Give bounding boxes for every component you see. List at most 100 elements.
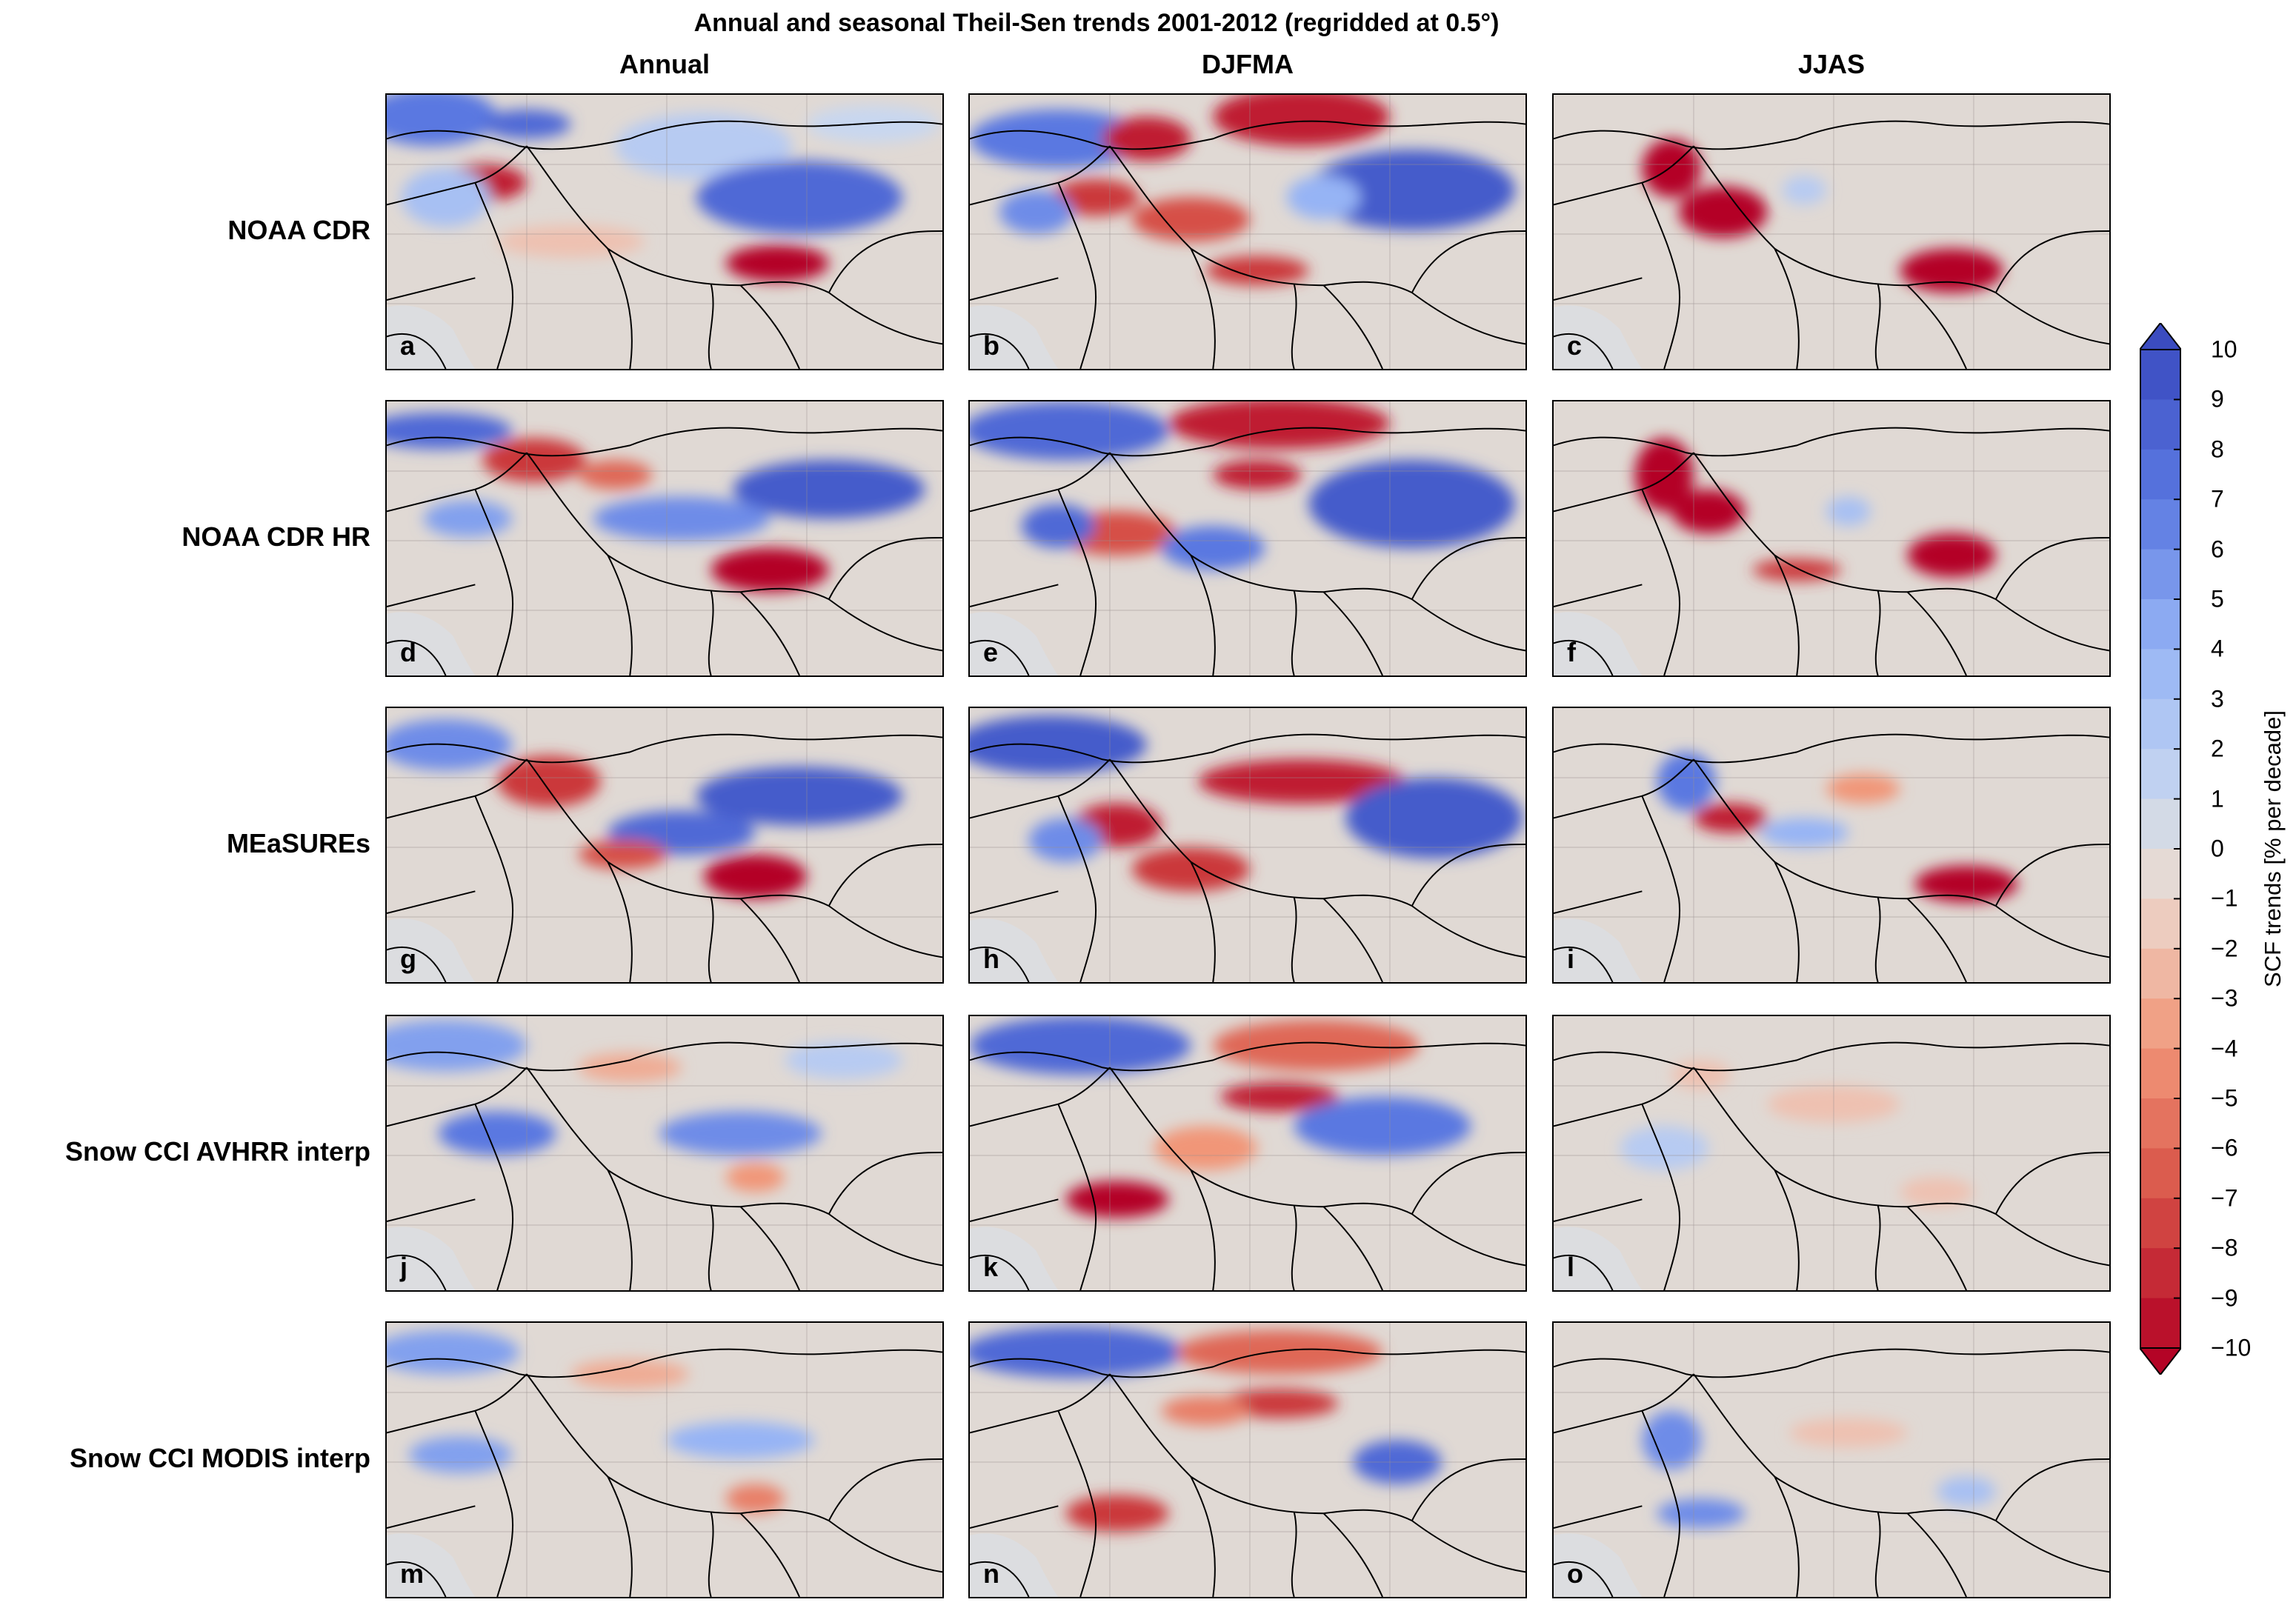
trend-blob [1900,1177,1974,1207]
country-border [1322,284,1383,369]
country-border [1109,1373,1413,1521]
country-border [1554,947,1614,982]
country-border [1554,1561,1614,1597]
trend-field [1642,139,2003,293]
country-border [526,758,830,907]
country-border [387,1505,476,1529]
country-border [474,489,513,675]
trend-blob [1620,1126,1708,1170]
trend-blob [401,167,490,227]
map-panel-g: g [385,707,944,984]
ocean-area [387,1533,476,1597]
country-border [828,844,942,907]
trend-blob [999,190,1074,234]
country-border [828,292,942,345]
country-border [828,598,942,652]
colorbar-segment [2140,499,2181,550]
colorbar-tick-label: 0 [2211,835,2224,862]
country-border [708,1512,714,1597]
colorbar-tick-label: 10 [2211,336,2237,363]
country-border [708,1205,714,1290]
country-border [387,890,476,914]
country-border [1874,284,1881,369]
country-border [1874,590,1881,675]
panel-letter: n [983,1558,999,1589]
colorbar-segment [2140,549,2181,600]
colorbar-segment [2140,599,2181,650]
row-header-noaa-cdr: NOAA CDR [227,215,370,245]
colorbar-tick-label: −5 [2211,1084,2238,1112]
trend-blob [1213,1019,1420,1072]
panel-letter: k [983,1252,999,1282]
trend-blob [387,1330,520,1375]
trend-blob [725,1484,785,1514]
ocean-area [1554,305,1643,369]
country-border [1554,452,1694,513]
colorbar-extend-min [2140,1347,2181,1375]
country-border [970,1198,1059,1222]
ocean-area [970,1533,1059,1597]
trend-map [387,401,942,675]
country-border [387,640,447,675]
country-border [970,733,1525,764]
country-border [387,1348,942,1378]
trend-blob [1693,803,1768,833]
ocean-area [970,918,1059,982]
trend-blob [1294,1096,1471,1155]
colorbar-tick-label: 1 [2211,785,2224,813]
trend-blob [1308,150,1516,231]
colorbar-segment [2140,698,2181,750]
trend-blob [408,1436,513,1473]
country-border [970,120,1525,150]
trend-blob [1679,186,1768,238]
country-border [970,1041,1525,1072]
country-border [970,1505,1059,1529]
country-border [1994,1458,2109,1521]
trend-map [970,401,1525,675]
trend-blob [1286,175,1361,220]
country-border [970,1255,1030,1290]
country-border [1554,890,1643,914]
country-border [1554,1255,1614,1290]
country-border [387,1198,476,1222]
country-border [474,1104,513,1290]
colorbar-tick-label: −7 [2211,1184,2238,1212]
country-border [1322,1512,1383,1597]
country-border [1874,1205,1881,1290]
country-border [1411,1458,1525,1521]
trend-blob [1937,1476,1996,1507]
country-border [1554,1041,2109,1072]
country-border [1291,590,1297,675]
country-border [607,1170,633,1290]
column-header-djfma: DJFMA [1202,49,1294,79]
trend-blob [1176,1330,1383,1375]
map-panel-a: a [385,93,944,370]
country-border [1693,452,1997,600]
country-border [474,1410,513,1597]
country-border [1693,145,1997,293]
country-border [739,1512,800,1597]
colorbar-tick-label: −4 [2211,1035,2238,1062]
country-border [828,230,942,293]
colorbar-segment [2140,1298,2181,1349]
trend-blob [1782,175,1827,205]
trend-blob [666,1421,814,1459]
country-border [607,555,633,675]
country-border [1995,905,2109,958]
column-header-annual: Annual [619,49,710,79]
trend-blob [1168,401,1390,450]
country-border [1190,1170,1216,1290]
country-border [1641,489,1680,675]
panel-letter: h [983,944,999,974]
trend-blob [387,1019,527,1072]
country-border [739,898,800,982]
trend-blob [1213,460,1302,490]
trend-blob [1657,1498,1746,1529]
trend-blob [1642,1410,1701,1469]
country-border [1693,1067,1997,1215]
country-border [1554,120,2109,150]
trend-blob [1051,179,1139,216]
country-border [828,1213,942,1267]
land-background [1554,708,2109,982]
map-panel-l: l [1552,1015,2111,1292]
